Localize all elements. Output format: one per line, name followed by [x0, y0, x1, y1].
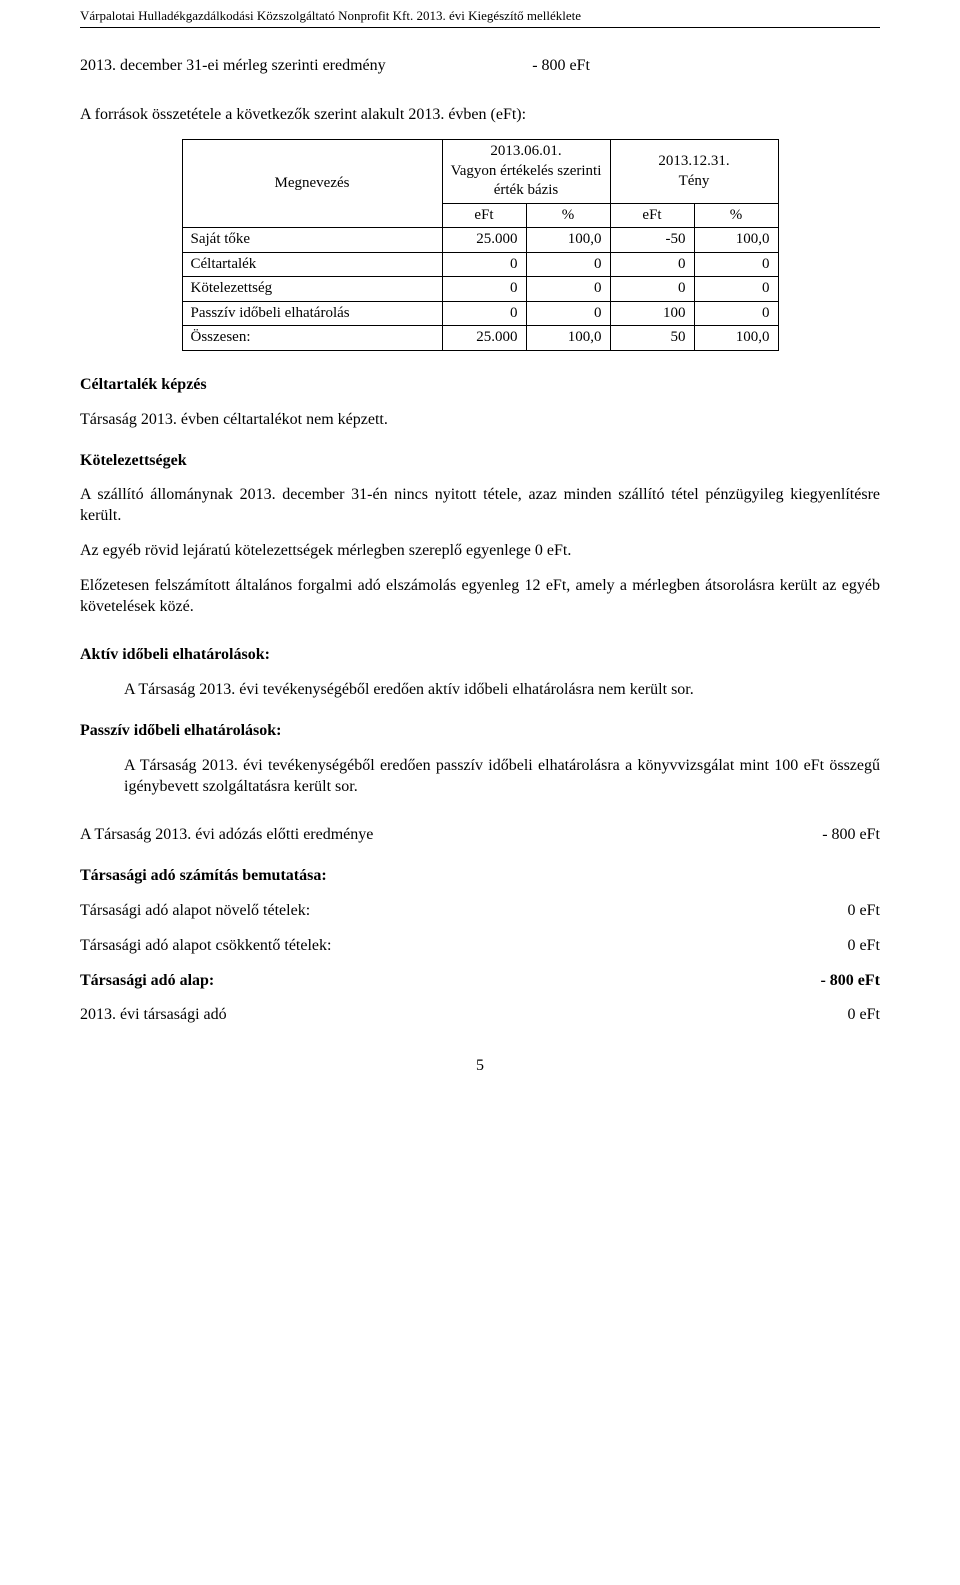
th-eft1: eFt: [442, 203, 526, 228]
cell-pct2: 100,0: [694, 228, 778, 253]
tao-alap-left: Társasági adó alap:: [80, 971, 214, 992]
tao-novelo-row: Társasági adó alapot növelő tételek: 0 e…: [80, 901, 880, 922]
kot-p2: Az egyéb rövid lejáratú kötelezettségek …: [80, 541, 880, 562]
th-basis: 2013.06.01. Vagyon értékelés szerinti ér…: [442, 140, 610, 204]
cell-pct1: 100,0: [526, 326, 610, 351]
tao-csokkento-right: 0 eFt: [808, 936, 880, 957]
balance-right: - 800 eFt: [492, 56, 590, 77]
table-row: Passzív időbeli elhatárolás 0 0 100 0: [182, 301, 778, 326]
cell-name: Összesen:: [182, 326, 442, 351]
cell-name: Céltartalék: [182, 252, 442, 277]
cell-pct2: 0: [694, 301, 778, 326]
cell-eft1: 0: [442, 277, 526, 302]
table-row: Kötelezettség 0 0 0 0: [182, 277, 778, 302]
cell-eft2: 50: [610, 326, 694, 351]
adozas-elotti-row: A Társaság 2013. évi adózás előtti eredm…: [80, 825, 880, 846]
kot-p3: Előzetesen felszámított általános forgal…: [80, 576, 880, 618]
table-row: Céltartalék 0 0 0 0: [182, 252, 778, 277]
th-pct1: %: [526, 203, 610, 228]
cell-eft1: 25.000: [442, 326, 526, 351]
cell-name: Passzív időbeli elhatárolás: [182, 301, 442, 326]
sources-table: Megnevezés 2013.06.01. Vagyon értékelés …: [182, 139, 779, 351]
cell-eft2: 0: [610, 277, 694, 302]
th-megnevezes: Megnevezés: [182, 140, 442, 228]
tao-2013-row: 2013. évi társasági adó 0 eFt: [80, 1005, 880, 1026]
cell-eft2: -50: [610, 228, 694, 253]
table-row: Összesen: 25.000 100,0 50 100,0: [182, 326, 778, 351]
celtartalek-title: Céltartalék képzés: [80, 375, 880, 396]
cell-name: Kötelezettség: [182, 277, 442, 302]
aktiv-title: Aktív időbeli elhatárolások:: [80, 645, 880, 666]
passziv-title: Passzív időbeli elhatárolások:: [80, 721, 880, 742]
aktiv-text: A Társaság 2013. évi tevékenységéből ere…: [124, 680, 880, 701]
adozas-elotti-left: A Társaság 2013. évi adózás előtti eredm…: [80, 825, 373, 846]
cell-eft2: 100: [610, 301, 694, 326]
tao-title: Társasági adó számítás bemutatása:: [80, 866, 880, 887]
cell-pct2: 0: [694, 277, 778, 302]
tao-csokkento-row: Társasági adó alapot csökkentő tételek: …: [80, 936, 880, 957]
cell-pct1: 100,0: [526, 228, 610, 253]
cell-eft2: 0: [610, 252, 694, 277]
balance-left: 2013. december 31-ei mérleg szerinti ere…: [80, 56, 386, 77]
page-number: 5: [80, 1056, 880, 1077]
th-pct2: %: [694, 203, 778, 228]
cell-pct1: 0: [526, 277, 610, 302]
cell-pct2: 100,0: [694, 326, 778, 351]
th-fact: 2013.12.31. Tény: [610, 140, 778, 204]
tao-alap-row: Társasági adó alap: - 800 eFt: [80, 971, 880, 992]
table-row: Saját tőke 25.000 100,0 -50 100,0: [182, 228, 778, 253]
cell-eft1: 0: [442, 252, 526, 277]
cell-eft1: 25.000: [442, 228, 526, 253]
tao-2013-right: 0 eFt: [808, 1005, 880, 1026]
th-fact-date: 2013.12.31.: [619, 152, 770, 172]
cell-eft1: 0: [442, 301, 526, 326]
th-fact-sub: Tény: [619, 172, 770, 192]
cell-pct1: 0: [526, 252, 610, 277]
tao-novelo-left: Társasági adó alapot növelő tételek:: [80, 901, 310, 922]
sources-intro: A források összetétele a következők szer…: [80, 105, 880, 126]
th-basis-sub: Vagyon értékelés szerinti érték bázis: [451, 162, 602, 201]
kot-p1: A szállító állománynak 2013. december 31…: [80, 485, 880, 527]
document-header: Várpalotai Hulladékgazdálkodási Közszolg…: [80, 0, 880, 28]
tao-alap-right: - 800 eFt: [780, 971, 880, 992]
adozas-elotti-right: - 800 eFt: [782, 825, 880, 846]
tao-novelo-right: 0 eFt: [808, 901, 880, 922]
th-basis-date: 2013.06.01.: [451, 142, 602, 162]
passziv-text: A Társaság 2013. évi tevékenységéből ere…: [124, 756, 880, 798]
cell-pct1: 0: [526, 301, 610, 326]
cell-name: Saját tőke: [182, 228, 442, 253]
balance-line: 2013. december 31-ei mérleg szerinti ere…: [80, 56, 880, 77]
kotelezettsegek-title: Kötelezettségek: [80, 451, 880, 472]
celtartalek-text: Társaság 2013. évben céltartalékot nem k…: [80, 410, 880, 431]
tao-csokkento-left: Társasági adó alapot csökkentő tételek:: [80, 936, 331, 957]
th-eft2: eFt: [610, 203, 694, 228]
cell-pct2: 0: [694, 252, 778, 277]
tao-2013-left: 2013. évi társasági adó: [80, 1005, 227, 1026]
